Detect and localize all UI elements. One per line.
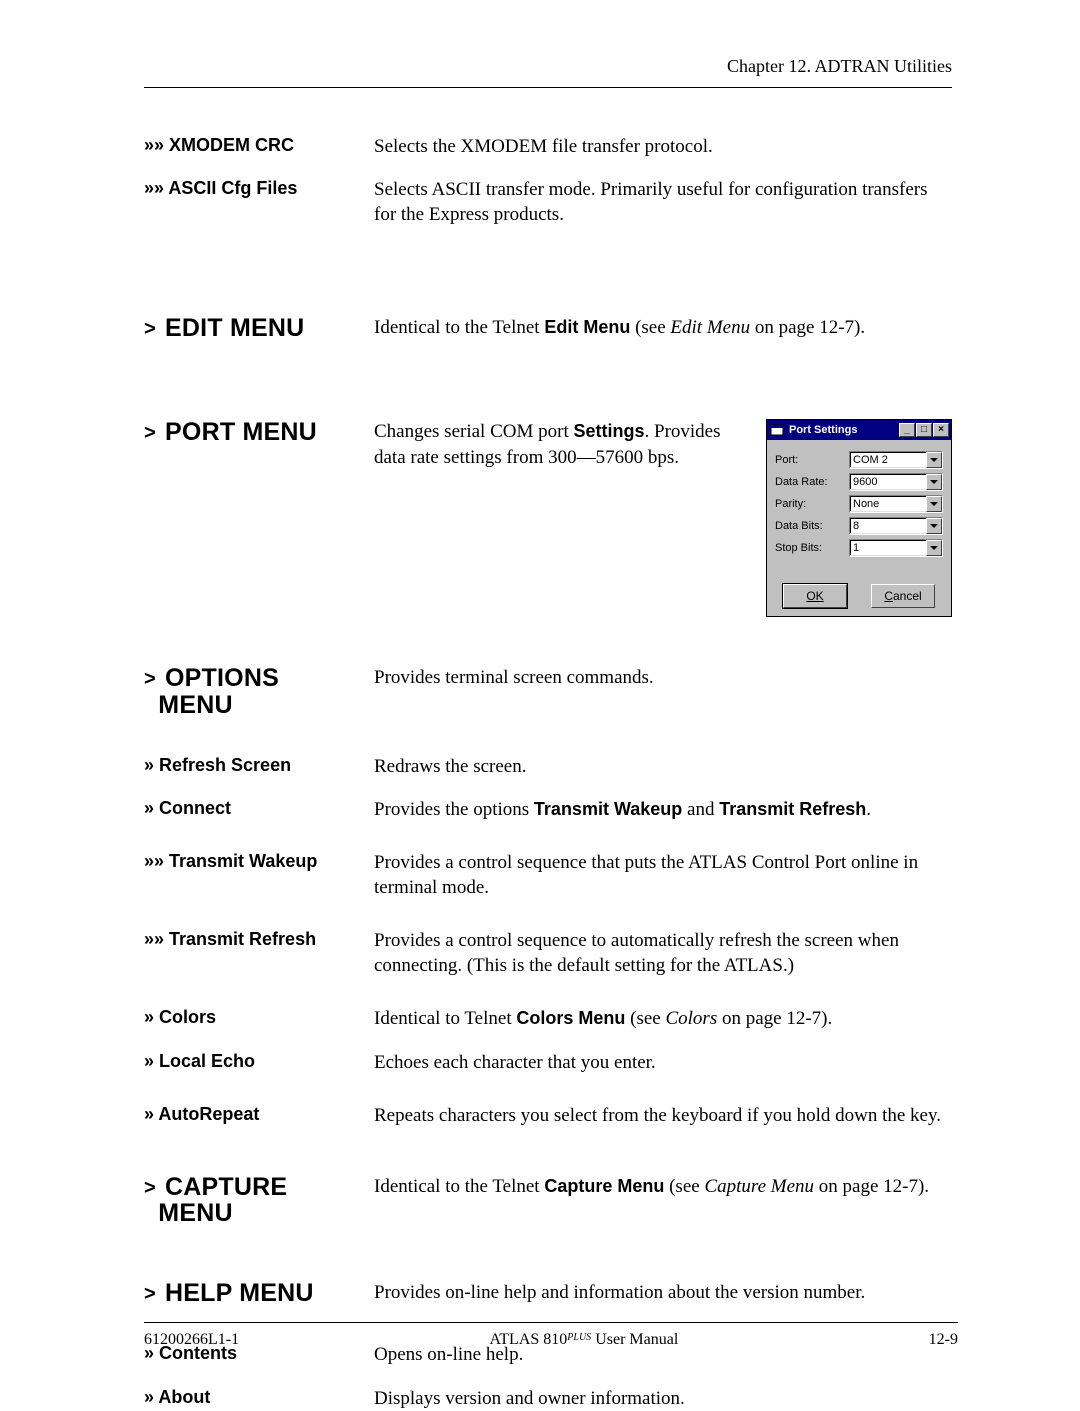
cancel-button[interactable]: Cancel (871, 584, 935, 608)
refresh-desc: Redraws the screen. (374, 754, 952, 779)
item-ascii-desc: Selects ASCII transfer mode. Primarily u… (374, 177, 952, 227)
datarate-select[interactable]: 9600 (849, 473, 943, 491)
dialog-titlebar[interactable]: Port Settings _ □ × (767, 420, 951, 440)
item-ascii-label: »» ASCII Cfg Files (144, 177, 374, 200)
app-icon (769, 423, 785, 437)
autorepeat-desc: Repeats characters you select from the k… (374, 1103, 952, 1128)
parity-select[interactable]: None (849, 495, 943, 513)
options-menu-heading: > OPTIONS MENU (144, 665, 374, 718)
connect-desc: Provides the options Transmit Wakeup and… (374, 797, 952, 822)
twakeup-label: »» Transmit Wakeup (144, 850, 374, 873)
trefresh-label: »» Transmit Refresh (144, 928, 374, 951)
about-label: » About (144, 1386, 374, 1409)
help-menu-desc: Provides on-line help and information ab… (374, 1280, 952, 1305)
databits-label: Data Bits: (775, 520, 849, 532)
refresh-label: » Refresh Screen (144, 754, 374, 777)
chevron-down-icon[interactable] (926, 540, 942, 556)
datarate-label: Data Rate: (775, 476, 849, 488)
footer-left: 61200266L1-1 (144, 1331, 239, 1349)
ok-button[interactable]: OK (783, 584, 847, 608)
item-xmodem-label: »» XMODEM CRC (144, 134, 374, 157)
item-xmodem-desc: Selects the XMODEM file transfer protoco… (374, 134, 952, 159)
port-settings-dialog: Port Settings _ □ × Port: COM 2 Data Rat… (766, 419, 952, 617)
about-desc: Displays version and owner information. (374, 1386, 952, 1411)
localecho-label: » Local Echo (144, 1050, 374, 1073)
maximize-button[interactable]: □ (916, 423, 932, 437)
colors-label: » Colors (144, 1006, 374, 1029)
port-label: Port: (775, 454, 849, 466)
minimize-button[interactable]: _ (899, 423, 915, 437)
port-menu-heading: > PORT MENU (144, 419, 374, 445)
footer-mid: ATLAS 810PLUS User Manual (490, 1331, 679, 1349)
chevron-down-icon[interactable] (926, 452, 942, 468)
colors-desc: Identical to Telnet Colors Menu (see Col… (374, 1006, 952, 1031)
port-select[interactable]: COM 2 (849, 451, 943, 469)
dialog-title: Port Settings (789, 424, 857, 436)
chapter-header: Chapter 12. ADTRAN Utilities (144, 56, 952, 88)
capture-menu-desc: Identical to the Telnet Capture Menu (se… (374, 1174, 952, 1199)
connect-label: » Connect (144, 797, 374, 820)
autorepeat-label: » AutoRepeat (144, 1103, 374, 1126)
options-menu-desc: Provides terminal screen commands. (374, 665, 952, 690)
footer-right: 12-9 (929, 1331, 958, 1349)
chevron-down-icon[interactable] (926, 474, 942, 490)
chevron-down-icon[interactable] (926, 496, 942, 512)
stopbits-select[interactable]: 1 (849, 539, 943, 557)
capture-menu-heading: > CAPTURE MENU (144, 1174, 374, 1227)
help-menu-heading: > HELP MENU (144, 1280, 374, 1306)
twakeup-desc: Provides a control sequence that puts th… (374, 850, 952, 900)
parity-label: Parity: (775, 498, 849, 510)
close-button[interactable]: × (933, 423, 949, 437)
edit-menu-heading: > EDIT MENU (144, 315, 374, 341)
page-footer: 61200266L1-1 ATLAS 810PLUS User Manual 1… (144, 1322, 958, 1349)
chevron-down-icon[interactable] (926, 518, 942, 534)
databits-select[interactable]: 8 (849, 517, 943, 535)
stopbits-label: Stop Bits: (775, 542, 849, 554)
localecho-desc: Echoes each character that you enter. (374, 1050, 952, 1075)
trefresh-desc: Provides a control sequence to automatic… (374, 928, 952, 978)
edit-menu-desc: Identical to the Telnet Edit Menu (see E… (374, 315, 952, 340)
